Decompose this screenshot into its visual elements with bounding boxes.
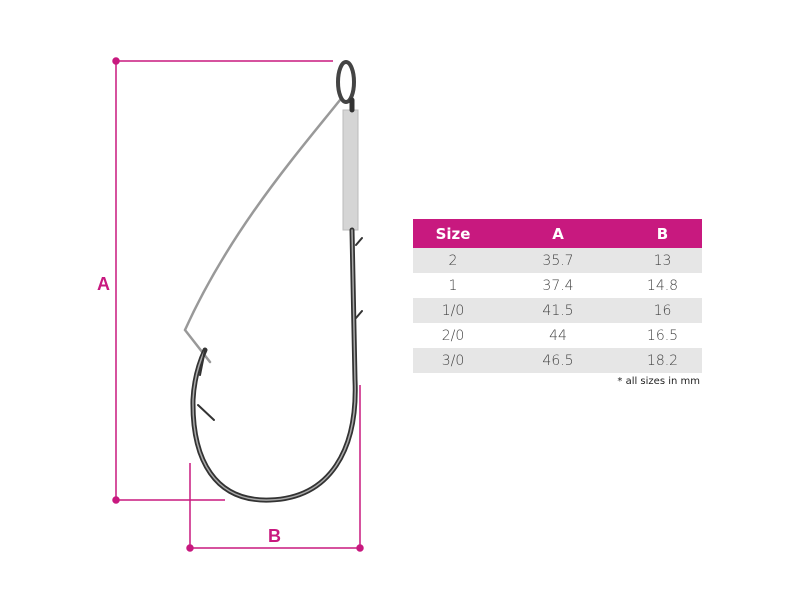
- dimension-lines: [112, 57, 364, 552]
- table-row: 1 37.4 14.8: [413, 273, 702, 298]
- hook-illustration: [183, 60, 363, 503]
- hook-barb: [197, 237, 363, 421]
- cell-size: 2/0: [441, 327, 465, 344]
- cell-size: 1/0: [413, 298, 493, 323]
- table-row: 1/0 41.5 16: [413, 298, 702, 323]
- cell-b: 16: [623, 298, 702, 323]
- header-a: A: [552, 224, 564, 243]
- cell-a: 44: [549, 327, 567, 344]
- cell-b: 18.2: [623, 348, 702, 373]
- cell-b: 16.5: [646, 327, 679, 344]
- cell-size: 3/0: [413, 348, 493, 373]
- cell-b: 13: [623, 248, 702, 273]
- units-note: * all sizes in mm: [617, 376, 700, 387]
- cell-size: 1: [448, 277, 458, 294]
- cell-a: 37.4: [542, 277, 574, 294]
- hook-shank: [190, 97, 358, 503]
- hook-eye: [336, 60, 356, 104]
- cell-a: 46.5: [493, 348, 623, 373]
- table-row: 2/0 44 16.5: [413, 323, 702, 348]
- table-row: 2 35.7 13: [413, 248, 702, 273]
- header-size: Size: [435, 224, 471, 243]
- weed-guard-wire: [183, 98, 342, 364]
- table-header: Size A B: [413, 219, 702, 248]
- table-row: 3/0 46.5 18.2: [413, 348, 702, 373]
- thread-wrap: [342, 109, 359, 231]
- cell-a: 35.7: [493, 248, 623, 273]
- cell-b: 14.8: [646, 277, 679, 294]
- dimension-a-label: A: [97, 274, 110, 294]
- dimension-b-label: B: [268, 526, 281, 546]
- header-b: B: [656, 224, 669, 243]
- cell-a: 41.5: [493, 298, 623, 323]
- cell-size: 2: [413, 248, 493, 273]
- size-table: Size A B 2 35.7 13 1 37.4 14.8 1/0 41.5 …: [413, 219, 702, 373]
